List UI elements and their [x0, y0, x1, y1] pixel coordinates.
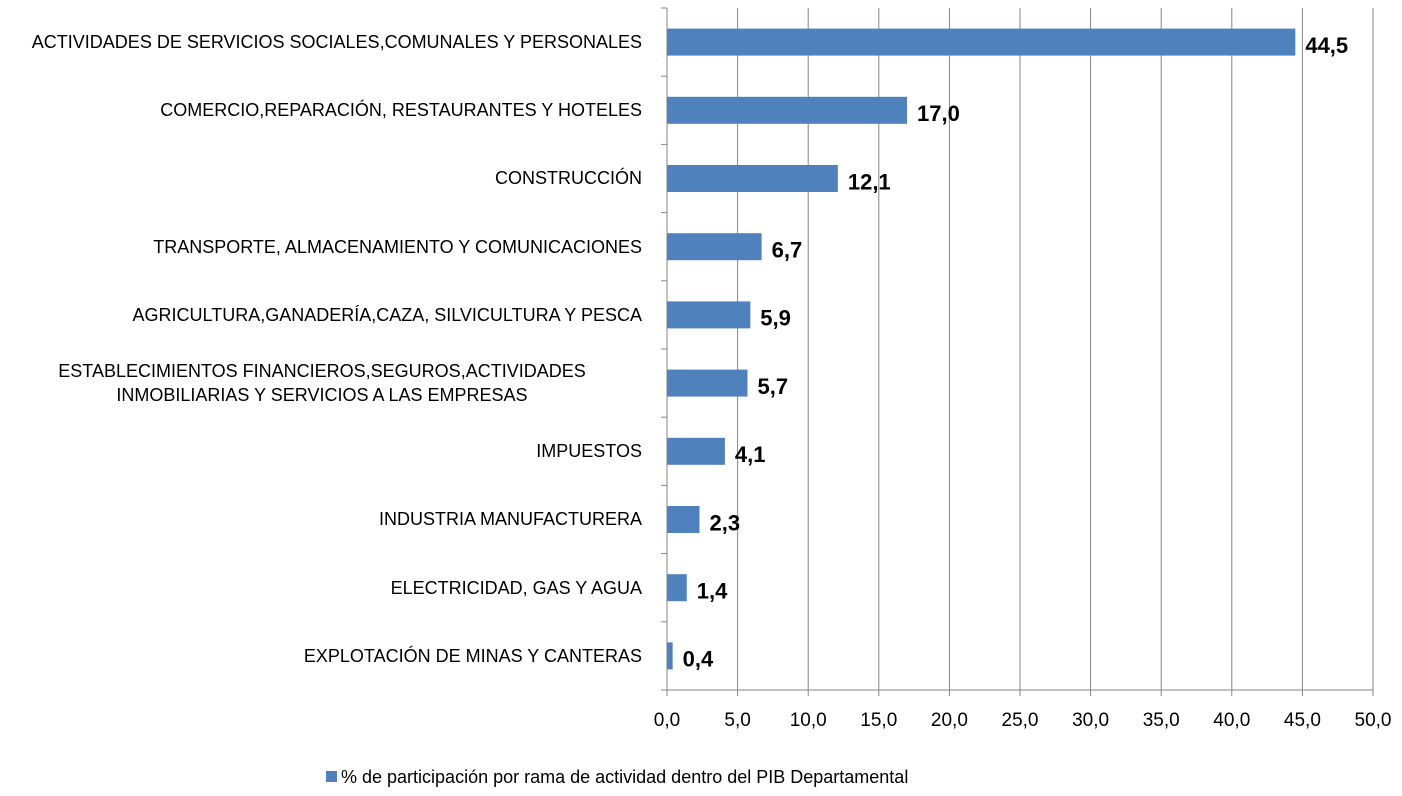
x-tick-label: 0,0 — [654, 710, 680, 731]
y-tick-text: TRANSPORTE, ALMACENAMIENTO Y COMUNICACIO… — [153, 236, 642, 257]
bar — [667, 28, 1296, 56]
y-tick-text: COMERCIO,REPARACIÓN, RESTAURANTES Y HOTE… — [160, 100, 642, 121]
x-tick-label: 40,0 — [1213, 710, 1250, 731]
y-tick-text: CONSTRUCCIÓN — [495, 168, 642, 189]
y-tick-text: INDUSTRIA MANUFACTURERA — [378, 509, 642, 530]
y-tick-label: INDUSTRIA MANUFACTURERA — [379, 485, 642, 553]
data-label: 4,1 — [735, 442, 766, 467]
data-label: 0,4 — [683, 647, 714, 672]
y-tick-text: ELECTRICIDAD, GAS Y AGUA — [390, 577, 642, 598]
data-label: 5,9 — [760, 306, 791, 331]
legend-swatch — [326, 771, 337, 782]
y-tick-text: EXPLOTACIÓN DE MINAS Y CANTERAS — [303, 645, 642, 666]
y-tick-text: IMPUESTOS — [536, 441, 642, 462]
x-tick-label: 35,0 — [1143, 710, 1180, 731]
bar — [667, 642, 673, 670]
data-label: 12,1 — [848, 169, 891, 194]
data-label: 2,3 — [709, 510, 740, 535]
y-tick-label: ELECTRICIDAD, GAS Y AGUA — [391, 554, 642, 622]
bar — [667, 437, 725, 465]
y-tick-label: COMERCIO,REPARACIÓN, RESTAURANTES Y HOTE… — [160, 76, 642, 144]
x-tick-label: 20,0 — [931, 710, 968, 731]
bar — [667, 233, 762, 261]
y-tick-label: ESTABLECIMIENTOS FINANCIEROS,SEGUROS,ACT… — [2, 349, 642, 417]
y-tick-label: EXPLOTACIÓN DE MINAS Y CANTERAS — [304, 622, 642, 690]
bar — [667, 369, 748, 397]
y-tick-text: ACTIVIDADES DE SERVICIOS SOCIALES,COMUNA… — [31, 32, 642, 53]
data-label: 5,7 — [757, 374, 788, 399]
data-label: 17,0 — [917, 101, 960, 126]
y-tick-label: IMPUESTOS — [536, 417, 642, 485]
bar — [667, 96, 908, 124]
x-tick-label: 25,0 — [1002, 710, 1039, 731]
y-tick-label: AGRICULTURA,GANADERÍA,CAZA, SILVICULTURA… — [133, 281, 642, 349]
y-tick-text: AGRICULTURA,GANADERÍA,CAZA, SILVICULTURA… — [132, 304, 642, 325]
legend-label: % de participación por rama de actividad… — [341, 767, 908, 787]
data-label: 1,4 — [697, 579, 728, 604]
x-tick-label: 15,0 — [860, 710, 897, 731]
bar — [667, 301, 751, 329]
data-label: 44,5 — [1305, 33, 1348, 58]
y-tick-text: ESTABLECIMIENTOS FINANCIEROS,SEGUROS,ACT… — [58, 361, 586, 406]
x-tick-label: 45,0 — [1284, 710, 1321, 731]
x-tick-label: 10,0 — [790, 710, 827, 731]
bar — [667, 574, 687, 602]
bar — [667, 165, 838, 192]
y-tick-label: ACTIVIDADES DE SERVICIOS SOCIALES,COMUNA… — [32, 8, 642, 76]
y-tick-label: CONSTRUCCIÓN — [495, 144, 642, 212]
bar — [667, 506, 700, 533]
y-tick-label: TRANSPORTE, ALMACENAMIENTO Y COMUNICACIO… — [153, 213, 642, 281]
data-label: 6,7 — [772, 238, 803, 263]
x-tick-label: 30,0 — [1072, 710, 1109, 731]
x-tick-label: 50,0 — [1355, 710, 1392, 731]
x-tick-label: 5,0 — [724, 710, 750, 731]
